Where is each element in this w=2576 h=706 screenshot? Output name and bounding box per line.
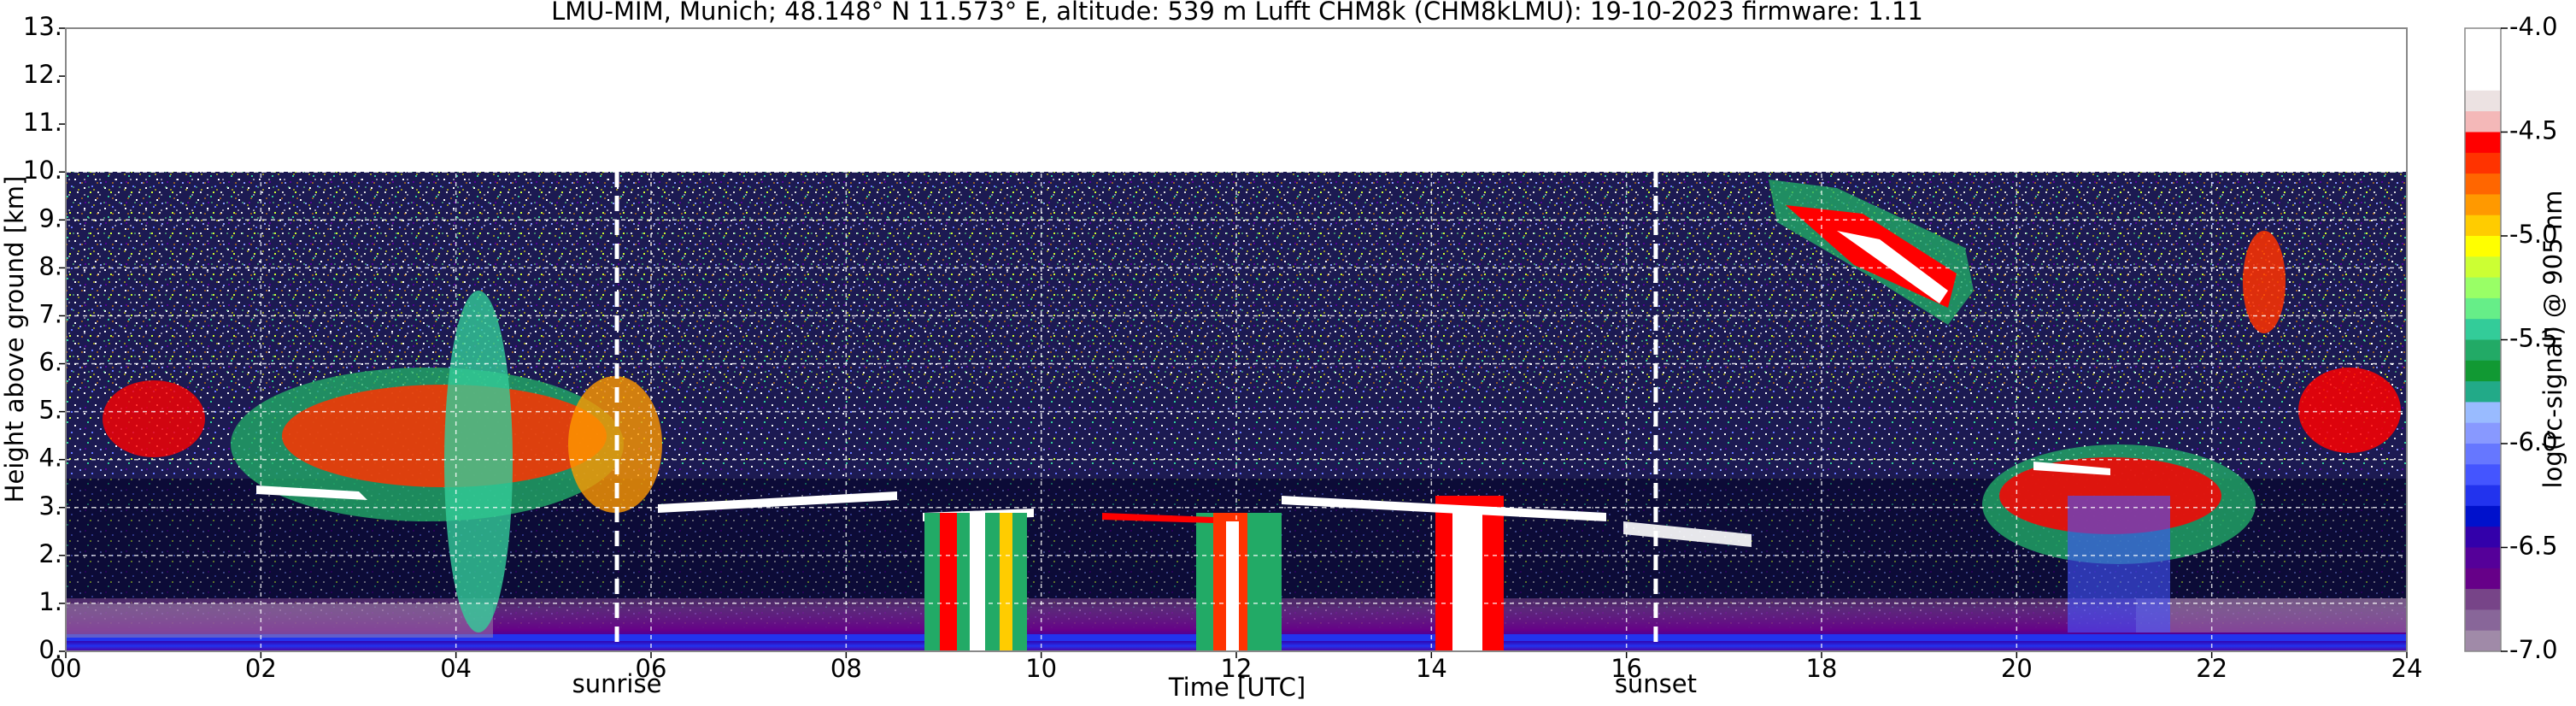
cloud: [2068, 496, 2170, 632]
cloud: [970, 513, 985, 651]
cloud: [1102, 513, 1213, 523]
cloud: [2243, 231, 2286, 333]
colorbar-segment: [2465, 422, 2501, 444]
noise-layer: [66, 172, 2407, 394]
y-axis-label: Height above ground [km]: [0, 176, 29, 503]
colorbar-segment: [2465, 215, 2501, 237]
y-tick-label: 12.: [23, 60, 62, 89]
colorbar-segment: [2465, 132, 2501, 154]
y-tick-label: 3.: [38, 491, 62, 521]
cloud: [2033, 462, 2110, 475]
x-tick-label: 06: [636, 654, 667, 683]
cloud: [1282, 496, 1606, 521]
chart-title: LMU-MIM, Munich; 48.148° N 11.573° E, al…: [551, 0, 1923, 26]
colorbar-segment: [2465, 319, 2501, 340]
colorbar-segment: [2465, 568, 2501, 590]
haze: [66, 603, 493, 638]
colorbar-segment: [2465, 339, 2501, 362]
colorbar-segment: [2465, 505, 2501, 527]
colorbar-tick-label: -5.5: [2509, 324, 2558, 353]
annotation-label: sunset: [1615, 669, 1697, 698]
colorbar-segment: [2465, 547, 2501, 569]
cloud: [940, 513, 957, 651]
colorbar-segment: [2465, 485, 2501, 507]
colorbar-segment: [2465, 381, 2501, 403]
x-tick-label: 10: [1025, 654, 1057, 683]
x-tick-label: 04: [440, 654, 472, 683]
axes: 00 02 04 06 08 10 12 14 16 18 20 22 24 0. 1. 2. 3. 4. 5. 6.…: [23, 12, 2558, 698]
y-tick-label: 13.: [23, 12, 62, 41]
x-tick-label: 02: [245, 654, 277, 683]
cloud: [1452, 513, 1482, 651]
colorbar-tick-label: -4.5: [2509, 116, 2558, 145]
colorbar-segment: [2465, 90, 2501, 112]
cloud: [1623, 521, 1752, 547]
x-tick-label: 00: [50, 654, 82, 683]
colorbar-segment: [2465, 152, 2501, 174]
colorbar-tick-label: -7.0: [2509, 635, 2558, 664]
y-tick-label: 2.: [38, 539, 62, 568]
x-tick-label: 24: [2391, 654, 2423, 683]
x-tick-label: 22: [2196, 654, 2227, 683]
colorbar-segment: [2465, 111, 2501, 132]
colorbar-segment: [2465, 49, 2501, 71]
colorbar-tick-label: -6.0: [2509, 427, 2558, 456]
colorbar-tick-label: -4.0: [2509, 12, 2558, 41]
colorbar-segment: [2465, 402, 2501, 424]
colorbar-segment: [2465, 609, 2501, 632]
y-tick-label: 6.: [38, 348, 62, 377]
colorbar-label: log(rc-signal) @ 905 nm: [2538, 191, 2567, 489]
colorbar-segment: [2465, 360, 2501, 382]
x-tick-label: 20: [2001, 654, 2033, 683]
x-tick-label: 08: [830, 654, 862, 683]
colorbar-segment: [2465, 256, 2501, 279]
colorbar-segment: [2465, 297, 2501, 320]
cloud: [282, 385, 607, 487]
y-tick-label: 8.: [38, 251, 62, 280]
colorbar-tick-label: -5.0: [2509, 220, 2558, 249]
x-tick-label: 14: [1416, 654, 1447, 683]
y-tick-label: 1.: [38, 587, 62, 616]
colorbar-tick-label: -6.5: [2509, 532, 2558, 561]
cloud: [444, 291, 513, 632]
colorbar-segment: [2465, 630, 2501, 652]
cloud: [256, 485, 367, 500]
y-tick-label: 0.: [38, 635, 62, 664]
colorbar-segment: [2465, 28, 2501, 50]
plot-frame: [65, 27, 2408, 652]
y-tick-label: 5.: [38, 396, 62, 425]
x-tick-label: 18: [1806, 654, 1838, 683]
y-tick-label: 11.: [23, 108, 62, 137]
x-axis-label: Time [UTC]: [1168, 673, 1306, 702]
y-tick-label: 10.: [23, 156, 62, 185]
colorbar-segment: [2465, 277, 2501, 299]
y-tick-label: 7.: [38, 299, 62, 328]
x-tick-label: 16: [1611, 654, 1642, 683]
annotation-label: sunrise: [572, 669, 662, 698]
colorbar-segment: [2465, 194, 2501, 216]
cloud: [1837, 231, 1948, 303]
x-tick-label: 12: [1221, 654, 1253, 683]
cloud: [103, 380, 205, 457]
cloud: [2298, 368, 2401, 453]
colorbar-segment: [2465, 444, 2501, 465]
colorbar-segment: [2465, 589, 2501, 610]
colorbar-segment: [2465, 464, 2501, 486]
cloud: [1000, 513, 1012, 651]
colorbar-segment: [2465, 236, 2501, 257]
colorbar-segment: [2465, 69, 2501, 91]
colorbar-segment: [2465, 174, 2501, 195]
y-tick-label: 4.: [38, 444, 62, 473]
y-tick-label: 9.: [38, 203, 62, 232]
colorbar-segment: [2465, 527, 2501, 548]
clouds: [103, 179, 2401, 651]
